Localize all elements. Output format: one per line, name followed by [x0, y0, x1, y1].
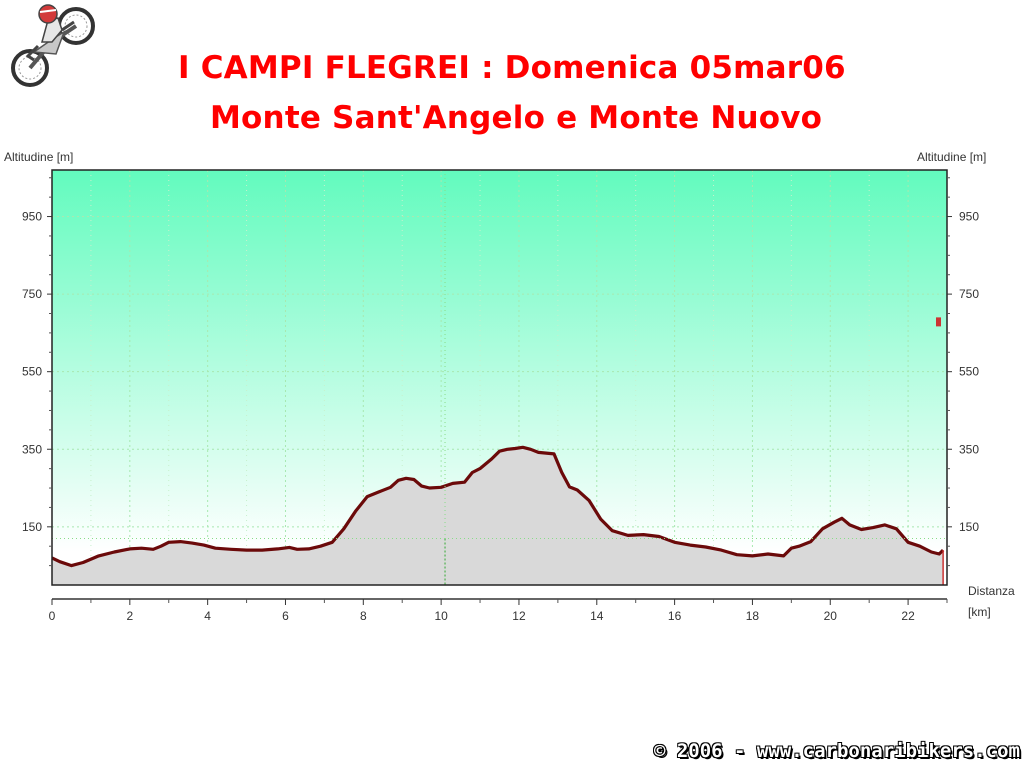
y-tick-label-left: 150 [22, 520, 42, 534]
y-tick-label-right: 750 [959, 287, 979, 301]
elevation-profile-chart: 150 150 350 350 550 550 750 750 950 950 0 2 4 6 8 10 12 1… [4, 150, 1015, 623]
x-tick-label: 4 [204, 609, 211, 623]
y-tick-label-left: 350 [22, 442, 42, 456]
plot-frame [51, 169, 948, 586]
elevation-area [51, 170, 947, 585]
x-axis-unit: [km] [968, 605, 991, 619]
x-tick-label: 16 [668, 609, 682, 623]
y-tick-label-left: 550 [22, 365, 42, 379]
helmet [38, 4, 58, 24]
x-tick-label: 14 [590, 609, 604, 623]
elevation-line [51, 445, 945, 568]
axis-labels: Altitudine [m] Altitudine [m] Distanza [… [4, 150, 1015, 619]
x-tick-label: 10 [434, 609, 448, 623]
logo-motorcycle-rider-icon [11, 4, 95, 87]
x-tick-label: 22 [901, 609, 915, 623]
y-tick-label-right: 350 [959, 442, 979, 456]
axes: 150 150 350 350 550 550 750 750 950 950 0 2 4 6 8 10 12 1… [22, 169, 979, 623]
footer-copyright: © 2006 - www.carbonaribikers.com [653, 740, 1020, 762]
page-title: I CAMPI FLEGREI : Domenica 05mar06 [178, 50, 846, 86]
rear-wheel [11, 49, 49, 87]
y-tick-label-right: 950 [959, 210, 979, 224]
x-tick-label: 20 [824, 609, 838, 623]
y-tick-label-left: 750 [22, 287, 42, 301]
y-axis-label-left: Altitudine [m] [4, 150, 73, 164]
x-axis-label: Distanza [968, 584, 1015, 598]
page-subtitle: Monte Sant'Angelo e Monte Nuovo [210, 100, 823, 136]
x-tick-label: 6 [282, 609, 289, 623]
y-tick-label-right: 550 [959, 365, 979, 379]
y-tick-label-left: 950 [22, 210, 42, 224]
y-axis-label-right: Altitudine [m] [917, 150, 986, 164]
x-tick-label: 2 [126, 609, 133, 623]
elevation-scale-marker [936, 317, 941, 327]
x-tick-label: 8 [360, 609, 367, 623]
x-tick-label: 0 [49, 609, 56, 623]
y-tick-label-right: 150 [959, 520, 979, 534]
x-tick-label: 12 [512, 609, 526, 623]
x-tick-label: 18 [746, 609, 760, 623]
